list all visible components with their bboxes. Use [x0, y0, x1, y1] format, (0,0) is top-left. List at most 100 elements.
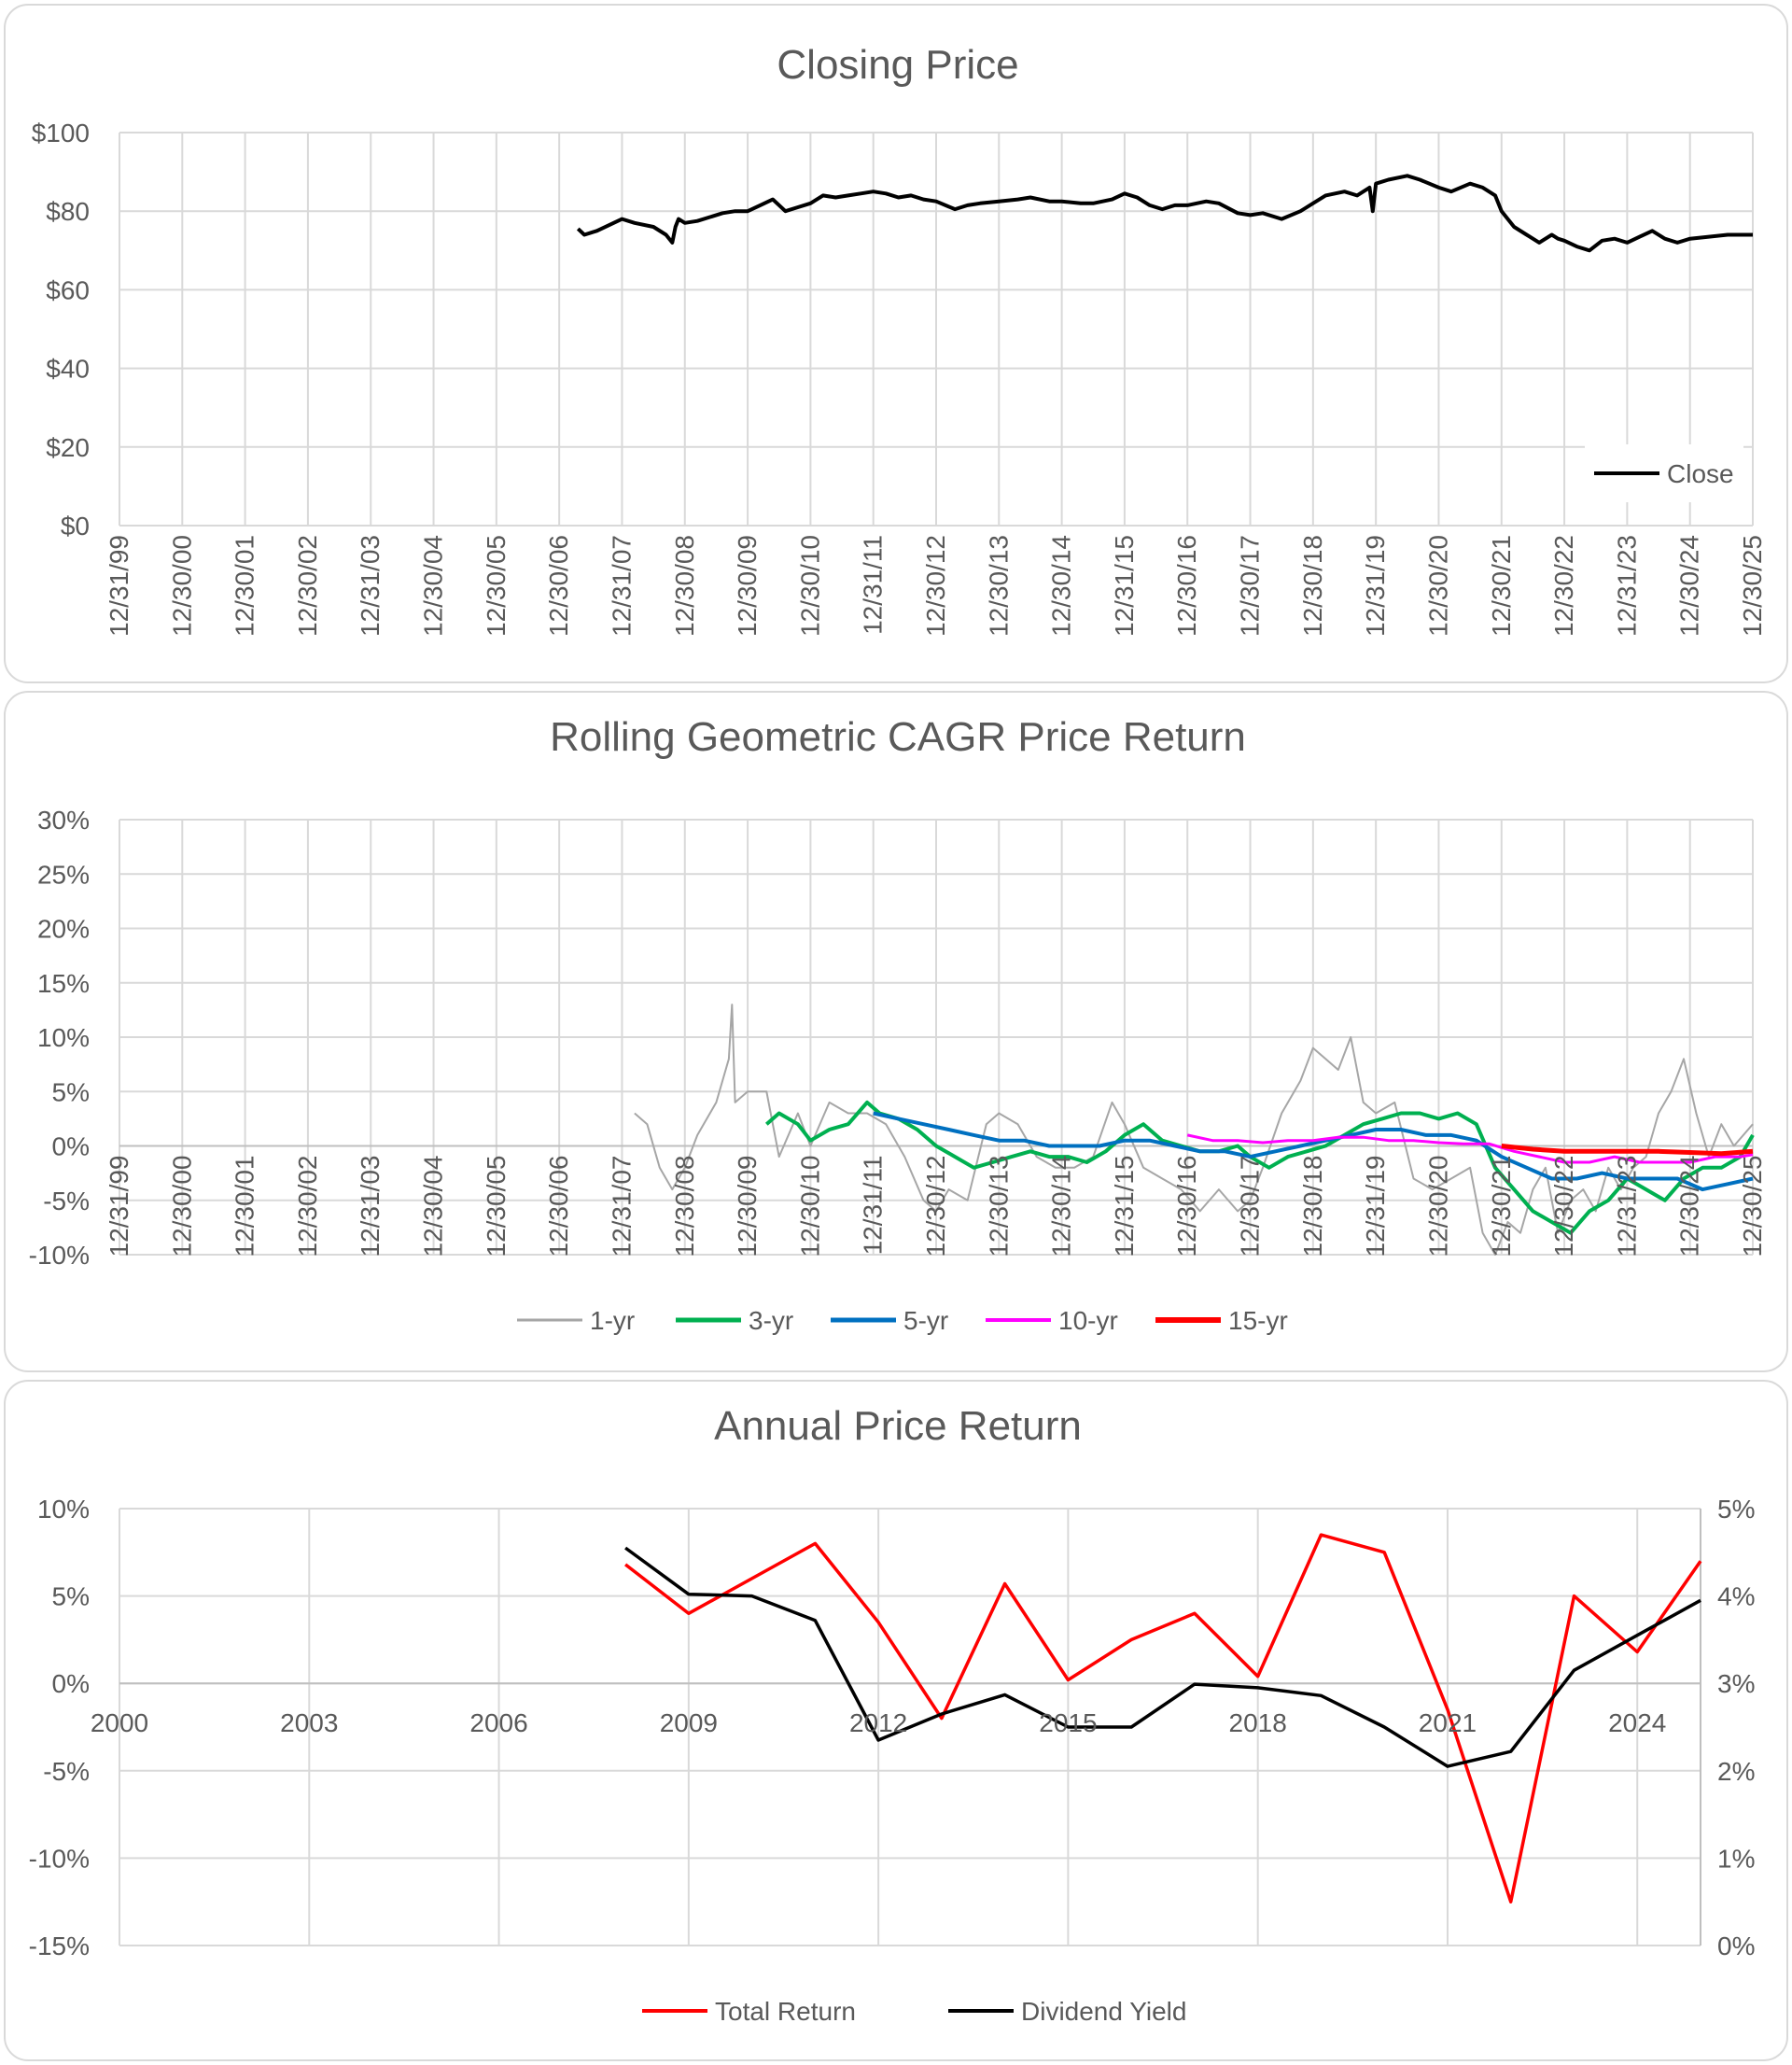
- y-tick-label: 5%: [52, 1077, 90, 1106]
- y-tick-label-left: 5%: [52, 1582, 90, 1611]
- x-tick-label: 12/30/08: [670, 535, 699, 637]
- x-tick-label: 12/31/99: [105, 1156, 133, 1257]
- x-tick-label: 12/30/21: [1487, 1156, 1516, 1257]
- series-line-1-yr: [634, 1004, 1754, 1256]
- series-line-5-yr: [873, 1111, 1754, 1192]
- chart-title: Rolling Geometric CAGR Price Return: [550, 714, 1246, 760]
- x-tick-label: 12/31/15: [1110, 535, 1139, 637]
- x-tick-label: 12/30/02: [293, 1156, 322, 1257]
- x-tick-label: 12/30/06: [544, 1156, 573, 1257]
- x-tick-label: 12/31/03: [356, 535, 385, 637]
- y-tick-label-right: 0%: [1717, 1932, 1755, 1960]
- x-tick-label: 2003: [280, 1708, 338, 1737]
- y-tick-label: $0: [61, 512, 90, 541]
- legend-label-3-yr: 3-yr: [749, 1306, 793, 1335]
- x-tick-label: 12/31/19: [1361, 1156, 1390, 1257]
- y-tick-label: -5%: [43, 1187, 90, 1215]
- x-tick-label: 12/31/99: [105, 535, 133, 637]
- x-tick-label: 2021: [1419, 1708, 1477, 1737]
- closing-price-panel: Closing Price $0 $20 $40 $60 $80 $100 12/31/99 1…: [4, 4, 1788, 683]
- y-tick-label-left: 10%: [37, 1495, 90, 1524]
- closing-price-chart: Closing Price $0 $20 $40 $60 $80 $100 12/31/99 1…: [32, 42, 1767, 637]
- x-tick-label: 12/30/09: [733, 535, 762, 637]
- legend-label-15-yr: 15-yr: [1228, 1306, 1288, 1335]
- x-tick-label: 12/30/08: [670, 1156, 699, 1257]
- x-tick-label: 12/30/25: [1738, 1156, 1767, 1257]
- x-tick-label: 12/30/21: [1487, 535, 1516, 637]
- x-tick-label: 2015: [1039, 1708, 1097, 1737]
- x-tick-label: 12/30/12: [921, 1156, 950, 1257]
- legend-label-1-yr: 1-yr: [590, 1306, 635, 1335]
- y-tick-label-right: 2%: [1717, 1757, 1755, 1786]
- x-tick-label: 12/31/15: [1110, 1156, 1139, 1257]
- rolling-cagr-chart: Rolling Geometric CAGR Price Return -10% -…: [29, 714, 1767, 1335]
- x-tick-label: 12/30/02: [293, 535, 322, 637]
- series-line-total-return: [624, 1533, 1702, 1903]
- x-tick-label: 2006: [469, 1708, 527, 1737]
- y-tick-label-right: 5%: [1717, 1495, 1755, 1524]
- x-tick-label: 2024: [1608, 1708, 1666, 1737]
- x-tick-label: 12/30/04: [419, 1156, 448, 1257]
- y-tick-label: $60: [46, 275, 90, 304]
- chart-title: Closing Price: [777, 42, 1018, 88]
- x-tick-label: 12/30/10: [795, 1156, 824, 1257]
- y-tick-label: 15%: [37, 969, 90, 998]
- x-tick-label: 12/30/13: [984, 1156, 1013, 1257]
- chart-title: Annual Price Return: [714, 1403, 1082, 1449]
- x-tick-label: 12/30/00: [167, 535, 196, 637]
- y-tick-label-right: 3%: [1717, 1669, 1755, 1698]
- x-tick-label: 12/31/11: [859, 535, 888, 635]
- x-tick-label: 12/30/24: [1675, 1156, 1704, 1257]
- x-tick-label: 2012: [849, 1708, 907, 1737]
- x-tick-label: 12/30/16: [1172, 535, 1201, 637]
- y-tick-label: 30%: [37, 806, 90, 835]
- x-tick-label: 12/30/05: [482, 535, 511, 637]
- y-tick-label: $80: [46, 197, 90, 226]
- x-tick-label: 12/31/19: [1361, 535, 1390, 637]
- x-tick-label: 12/30/24: [1675, 535, 1704, 637]
- legend-label-total-return: Total Return: [715, 1997, 856, 2026]
- annual-return-panel: Annual Price Return -15% -10% -5% 0% 5% 10% 0% 1…: [4, 1380, 1788, 2061]
- x-tick-label: 12/30/09: [733, 1156, 762, 1257]
- x-tick-label: 12/30/18: [1298, 1156, 1327, 1257]
- x-tick-label: 12/30/22: [1549, 1156, 1578, 1257]
- x-tick-label: 12/30/20: [1423, 535, 1452, 637]
- y-tick-label-left: -10%: [29, 1844, 90, 1873]
- annual-return-chart: Annual Price Return -15% -10% -5% 0% 5% 10% 0% 1…: [29, 1403, 1756, 2026]
- x-tick-label: 12/31/03: [356, 1156, 385, 1257]
- x-tick-label: 12/31/07: [607, 1156, 636, 1257]
- rolling-cagr-panel: Rolling Geometric CAGR Price Return -10% -…: [4, 691, 1788, 1372]
- y-tick-label: 25%: [37, 860, 90, 889]
- y-tick-label-left: 0%: [52, 1669, 90, 1698]
- y-tick-label-right: 4%: [1717, 1582, 1755, 1611]
- x-tick-label: 12/30/17: [1236, 535, 1265, 637]
- x-tick-label: 12/30/00: [167, 1156, 196, 1257]
- legend-label-10-yr: 10-yr: [1058, 1306, 1118, 1335]
- x-tick-label: 12/30/22: [1549, 535, 1578, 637]
- x-tick-label: 12/31/07: [607, 535, 636, 637]
- x-tick-label: 2018: [1229, 1708, 1287, 1737]
- y-tick-label-left: -5%: [43, 1757, 90, 1786]
- x-tick-label: 12/30/12: [921, 535, 950, 637]
- x-tick-label: 12/30/20: [1423, 1156, 1452, 1257]
- series-line-10-yr: [1186, 1133, 1754, 1164]
- x-tick-label: 2009: [660, 1708, 718, 1737]
- legend-label-dividend-yield: Dividend Yield: [1021, 1997, 1186, 2026]
- x-tick-label: 12/30/14: [1047, 1156, 1076, 1257]
- x-tick-label: 12/30/16: [1172, 1156, 1201, 1257]
- x-tick-label: 12/30/10: [795, 535, 824, 637]
- x-tick-label: 12/30/01: [231, 1156, 259, 1257]
- x-tick-label: 12/31/23: [1612, 535, 1641, 637]
- y-tick-label: 0%: [52, 1132, 90, 1161]
- y-tick-label-left: -15%: [29, 1932, 90, 1960]
- x-tick-label: 12/30/25: [1738, 535, 1767, 637]
- series-line-dividend-yield: [624, 1546, 1701, 1768]
- y-tick-label: -10%: [29, 1241, 90, 1270]
- series-line-close: [576, 174, 1753, 253]
- series-line-15-yr: [1501, 1144, 1754, 1157]
- x-tick-label: 2000: [91, 1708, 148, 1737]
- legend-label-5-yr: 5-yr: [903, 1306, 948, 1335]
- x-tick-label: 12/30/01: [231, 535, 259, 637]
- x-tick-label: 12/30/18: [1298, 535, 1327, 637]
- x-tick-label: 12/30/05: [482, 1156, 511, 1257]
